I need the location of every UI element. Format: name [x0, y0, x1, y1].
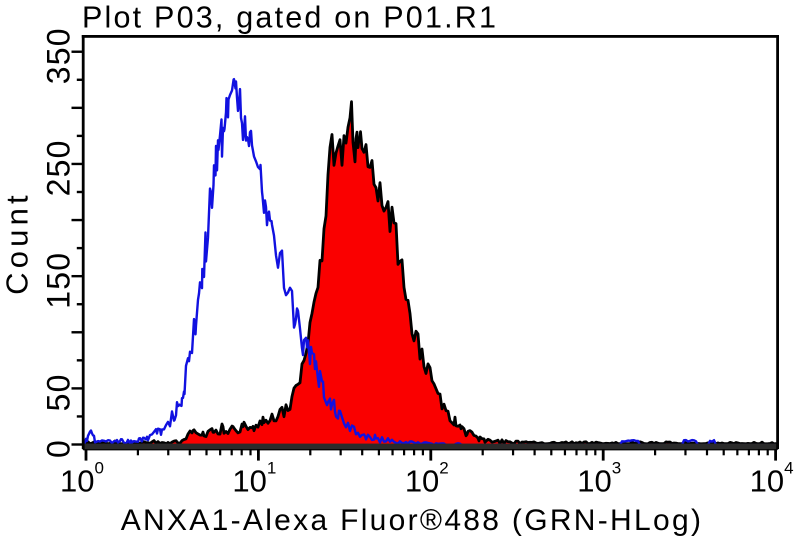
- svg-text:ANXA1-Alexa Fluor®488 (GRN-HLo: ANXA1-Alexa Fluor®488 (GRN-HLog): [121, 504, 704, 537]
- svg-text:50: 50: [41, 373, 77, 411]
- svg-text:250: 250: [41, 139, 77, 196]
- svg-text:Plot P03, gated on P01.R1: Plot P03, gated on P01.R1: [82, 1, 498, 35]
- svg-text:Count: Count: [0, 191, 35, 295]
- svg-text:0: 0: [41, 439, 77, 458]
- svg-text:350: 350: [41, 27, 77, 84]
- svg-text:150: 150: [41, 252, 77, 309]
